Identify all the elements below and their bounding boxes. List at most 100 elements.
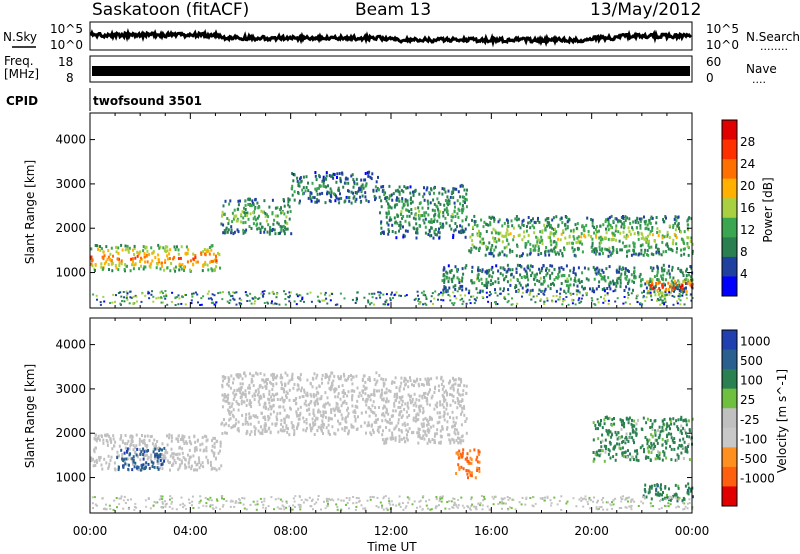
echo-cell (236, 304, 238, 306)
echo-cell (219, 292, 221, 294)
echo-cell (425, 378, 427, 381)
echo-cell (407, 230, 409, 233)
echo-cell (669, 445, 671, 448)
echo-cell (628, 294, 630, 296)
freq-tick-bottom: 8 (66, 71, 74, 85)
echo-cell (360, 179, 362, 182)
echo-cell (247, 203, 249, 206)
echo-cell (343, 389, 345, 392)
echo-cell (432, 438, 434, 441)
echo-cell (230, 417, 232, 420)
echo-cell (200, 464, 202, 467)
echo-cell (436, 405, 438, 408)
echo-cell (284, 409, 286, 412)
echo-cell (593, 438, 595, 441)
echo-cell (431, 396, 433, 399)
echo-cell (456, 268, 458, 271)
echo-cell (674, 280, 676, 283)
echo-cell (488, 241, 490, 244)
echo-cell (385, 400, 387, 403)
echo-cell (616, 442, 618, 445)
echo-cell (427, 442, 429, 445)
echo-cell (379, 291, 381, 293)
echo-cell (146, 444, 148, 447)
echo-cell (149, 467, 151, 470)
echo-cell (567, 220, 569, 223)
echo-cell (553, 240, 555, 243)
echo-cell (625, 451, 627, 454)
echo-cell (328, 376, 330, 379)
echo-cell (393, 428, 395, 431)
echo-cell (134, 257, 136, 260)
echo-cell (156, 455, 158, 458)
echo-cell (263, 231, 265, 234)
echo-cell (96, 295, 98, 297)
echo-cell (322, 374, 324, 377)
echo-cell (625, 285, 627, 288)
echo-cell (439, 500, 441, 502)
echo-cell (260, 231, 262, 234)
echo-cell (675, 493, 677, 496)
echo-cell (561, 221, 563, 224)
echo-cell (289, 379, 291, 382)
echo-cell (558, 253, 560, 256)
echo-cell (433, 391, 435, 394)
echo-cell (397, 422, 399, 425)
echo-cell (394, 399, 396, 402)
echo-cell (407, 402, 409, 405)
echo-cell (631, 292, 633, 294)
echo-cell (642, 502, 644, 504)
echo-cell (336, 172, 338, 175)
echo-cell (332, 177, 334, 180)
echo-cell (191, 465, 193, 468)
echo-cell (279, 398, 281, 401)
echo-cell (447, 413, 449, 416)
echo-cell (665, 235, 667, 238)
y-tick-label: 2000 (55, 221, 86, 235)
echo-cell (387, 212, 389, 215)
power-colorbar-tick: 28 (740, 135, 755, 149)
echo-cell (690, 240, 692, 243)
echo-cell (667, 282, 669, 285)
echo-cell (215, 265, 217, 268)
echo-cell (686, 242, 688, 245)
echo-cell (592, 242, 594, 245)
echo-cell (325, 201, 327, 204)
echo-cell (108, 455, 110, 458)
echo-cell (164, 298, 166, 300)
nave-tick-top: 60 (706, 55, 721, 69)
echo-cell (442, 215, 444, 218)
echo-cell (585, 292, 587, 294)
echo-cell (568, 304, 570, 306)
echo-cell (526, 225, 528, 228)
echo-cell (261, 378, 263, 381)
echo-cell (495, 292, 497, 294)
echo-cell (262, 291, 264, 293)
echo-cell (315, 175, 317, 178)
echo-cell (653, 290, 655, 293)
echo-cell (647, 249, 649, 252)
echo-cell (684, 230, 686, 233)
echo-cell (454, 382, 456, 385)
echo-cell (494, 301, 496, 303)
echo-cell (332, 408, 334, 411)
echo-cell (356, 502, 358, 504)
echo-cell (320, 509, 322, 511)
echo-cell (450, 387, 452, 390)
echo-cell (593, 497, 595, 499)
echo-cell (422, 303, 424, 305)
echo-cell (399, 186, 401, 189)
echo-cell (432, 292, 434, 294)
freq-label: Freq. (4, 54, 34, 68)
echo-cell (259, 396, 261, 399)
echo-cell (114, 468, 116, 471)
echo-cell (395, 189, 397, 192)
echo-cell (333, 375, 335, 378)
echo-cell (633, 420, 635, 423)
echo-cell (604, 300, 606, 302)
echo-cell (300, 389, 302, 392)
echo-cell (569, 284, 571, 287)
echo-cell (459, 384, 461, 387)
echo-cell (377, 291, 379, 293)
echo-cell (296, 427, 298, 430)
